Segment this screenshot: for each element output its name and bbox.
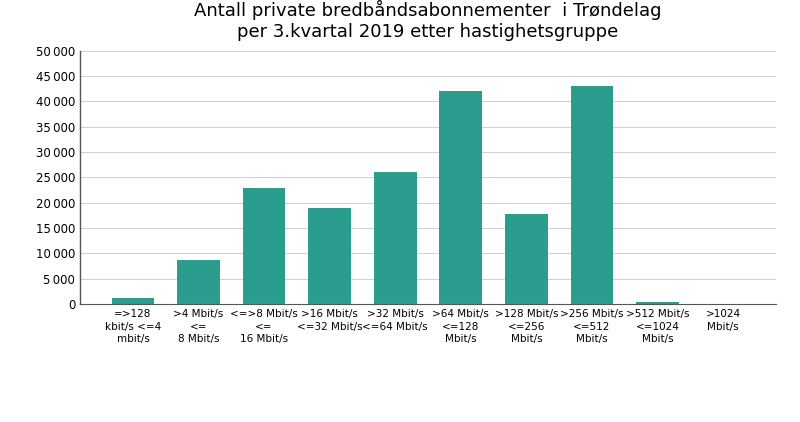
Title: Antall private bredbåndsabonnementer  i Trøndelag
per 3.kvartal 2019 etter hasti: Antall private bredbåndsabonnementer i T… <box>194 0 662 41</box>
Bar <box>636 302 678 304</box>
Bar <box>112 298 154 304</box>
Bar <box>308 208 351 304</box>
Bar <box>570 86 614 304</box>
Bar <box>374 172 417 304</box>
Bar <box>178 260 220 304</box>
Bar <box>505 214 548 304</box>
Bar <box>439 91 482 304</box>
Bar <box>242 188 286 304</box>
